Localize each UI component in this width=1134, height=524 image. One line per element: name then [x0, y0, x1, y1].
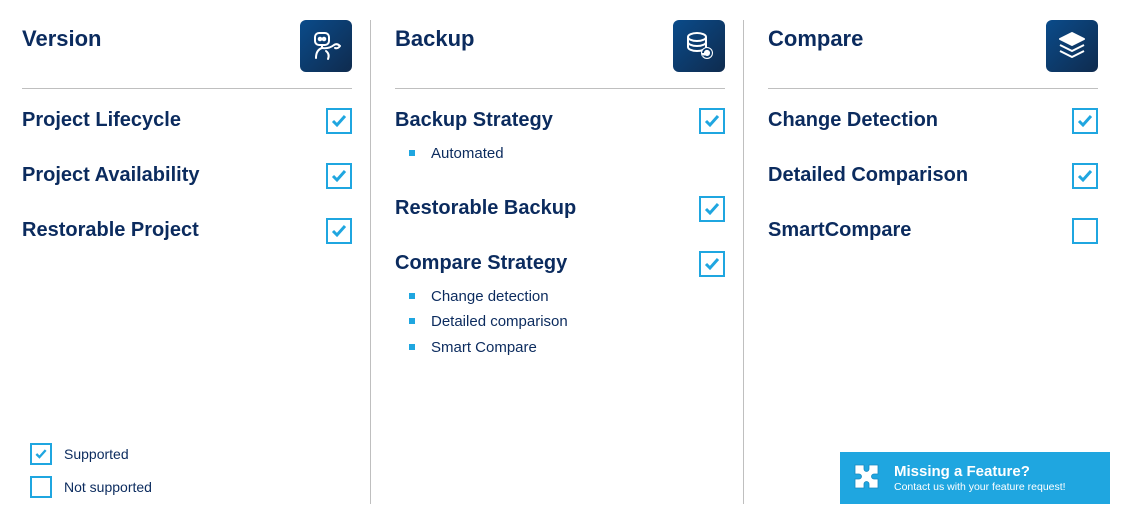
feature-label: Backup Strategy	[395, 107, 689, 133]
feature-row: Compare Strategy Change detection Detail…	[395, 250, 725, 361]
feature-row: Detailed Comparison	[768, 162, 1098, 189]
supported-checkbox	[699, 251, 725, 277]
feature-label: Restorable Project	[22, 217, 316, 243]
layers-icon	[1046, 20, 1098, 72]
feature-label: Project Availability	[22, 162, 316, 188]
database-sync-icon	[673, 20, 725, 72]
feature-label: Project Lifecycle	[22, 107, 316, 133]
column-version: Version Project Lifecycle	[18, 20, 370, 504]
column-title: Version	[22, 20, 101, 52]
supported-checkbox	[326, 108, 352, 134]
column-header: Version	[22, 20, 352, 89]
cta-text: Missing a Feature? Contact us with your …	[894, 463, 1066, 494]
feature-row: Restorable Project	[22, 217, 352, 244]
puzzle-icon	[850, 459, 884, 498]
feature-comparison-table: Version Project Lifecycle	[18, 20, 1116, 504]
feature-row: Backup Strategy Automated	[395, 107, 725, 167]
legend-checkbox-empty	[30, 476, 52, 498]
legend-checkbox-checked	[30, 443, 52, 465]
supported-checkbox	[326, 218, 352, 244]
supported-checkbox	[699, 108, 725, 134]
feature-row: Project Lifecycle	[22, 107, 352, 134]
robot-icon	[300, 20, 352, 72]
unsupported-checkbox	[1072, 218, 1098, 244]
feature-row: Restorable Backup	[395, 195, 725, 222]
feature-row: SmartCompare	[768, 217, 1098, 244]
sub-item: Detailed comparison	[409, 309, 689, 335]
sub-item: Automated	[409, 141, 689, 167]
cta-subtitle: Contact us with your feature request!	[894, 481, 1066, 494]
sub-item: Change detection	[409, 284, 689, 310]
supported-checkbox	[1072, 163, 1098, 189]
supported-checkbox	[1072, 108, 1098, 134]
legend-label: Not supported	[64, 479, 152, 495]
legend: Supported Not supported	[30, 442, 152, 508]
supported-checkbox	[699, 196, 725, 222]
legend-not-supported: Not supported	[30, 475, 152, 498]
sub-list: Change detection Detailed comparison Sma…	[395, 284, 689, 361]
sub-item: Smart Compare	[409, 335, 689, 361]
missing-feature-cta[interactable]: Missing a Feature? Contact us with your …	[840, 452, 1110, 504]
legend-label: Supported	[64, 446, 129, 462]
feature-label: Detailed Comparison	[768, 162, 1062, 188]
legend-supported: Supported	[30, 442, 152, 465]
cta-title: Missing a Feature?	[894, 463, 1066, 481]
column-title: Backup	[395, 20, 474, 52]
sub-list: Automated	[395, 141, 689, 167]
feature-label: Change Detection	[768, 107, 1062, 133]
column-header: Backup	[395, 20, 725, 89]
feature-label: Restorable Backup	[395, 195, 689, 221]
feature-row: Project Availability	[22, 162, 352, 189]
column-compare: Compare Change Detection Detailed Compar…	[743, 20, 1116, 504]
column-title: Compare	[768, 20, 863, 52]
feature-row: Change Detection	[768, 107, 1098, 134]
column-header: Compare	[768, 20, 1098, 89]
feature-label: Compare Strategy	[395, 250, 689, 276]
feature-label: SmartCompare	[768, 217, 1062, 243]
supported-checkbox	[326, 163, 352, 189]
column-backup: Backup Backup Strategy Automated	[370, 20, 743, 504]
